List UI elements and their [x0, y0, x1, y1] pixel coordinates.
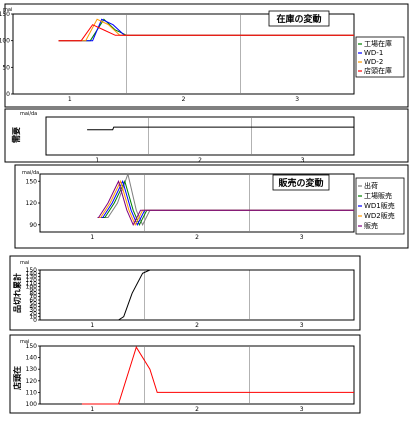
- stockout-chart-plot-area: [39, 269, 355, 321]
- store-inventory-x-tick-label: 3: [300, 406, 304, 413]
- sales-legend-label: WD2販売: [364, 211, 395, 220]
- demand-x-tick-label: 1: [95, 157, 99, 164]
- store-inventory-y-tick-label: 120: [26, 378, 38, 385]
- demand-x-tick-label: 3: [301, 157, 305, 164]
- stockout-y-tick-label: 80: [29, 290, 37, 297]
- stockout-y-tick-label: 0: [33, 317, 37, 324]
- inventory-series-line-4: [58, 24, 354, 42]
- stockout-y-tick-label: 40: [29, 304, 37, 311]
- stockout-y-tick-label: 130: [26, 274, 38, 281]
- inventory-legend-label: 工場在庫: [364, 39, 392, 48]
- inventory-x-tick-label: 3: [295, 96, 299, 103]
- inventory-y-tick-label: 100: [0, 38, 10, 45]
- sales-title-box: [272, 174, 330, 191]
- sales-series-line-1: [97, 172, 354, 226]
- stockout-y-axis-label: 品切れ累計: [12, 273, 22, 313]
- store-inventory-y-tick-label: 100: [26, 401, 38, 408]
- inventory-x-tick-label: 2: [182, 96, 186, 103]
- stockout-x-tick-label: 2: [195, 322, 199, 329]
- stockout-y-tick-label: 140: [26, 270, 38, 277]
- inventory-chart-plot-area: [12, 13, 355, 95]
- sales-series-line-2: [97, 179, 354, 226]
- stockout-x-tick-label: 1: [90, 322, 94, 329]
- inventory-title-box: [268, 10, 330, 27]
- stockout-y-tick-label: 70: [29, 294, 37, 301]
- store-inventory-y-tick-label: 110: [26, 389, 38, 396]
- inventory-y-tick-label: 150: [0, 11, 10, 18]
- stockout-x-tick-label: 3: [300, 322, 304, 329]
- inventory-y-tick-label: 50: [2, 64, 10, 71]
- sales-series-line-3: [97, 179, 354, 226]
- inventory-legend-label: WD-2: [364, 58, 383, 66]
- store-inventory-x-tick-label: 2: [195, 406, 199, 413]
- demand-unit-label: mai/da: [20, 111, 37, 117]
- store-inventory-y-tick-label: 150: [26, 343, 38, 350]
- store-inventory-y-tick-label: 140: [26, 355, 38, 362]
- demand-chart-plot-area: [45, 116, 355, 156]
- sales-chart: 1 2 3 90 120 150 mai/da 販売の変動 出荷工場販売WD1販売WD2販…: [14, 164, 409, 249]
- sales-series-line-5: [97, 179, 354, 226]
- inventory-unit-label: mai: [3, 7, 12, 13]
- stockout-chart: 1 2 30102030405060708090100110120130140150…: [9, 255, 361, 331]
- demand-series-line-1: [87, 126, 354, 131]
- store-inventory-x-tick-label: 1: [90, 406, 94, 413]
- inventory-legend-label: 店頭在庫: [364, 66, 392, 75]
- stockout-y-tick-label: 100: [26, 284, 38, 291]
- sales-unit-label: mai/da: [22, 170, 39, 176]
- inventory-title: 在庫の変動: [276, 13, 321, 25]
- stockout-y-tick-label: 90: [29, 287, 37, 294]
- sales-y-tick-label: 120: [26, 200, 38, 207]
- inventory-legend: [355, 36, 405, 78]
- demand-x-tick-label: 2: [198, 157, 202, 164]
- stockout-y-tick-label: 120: [26, 277, 38, 284]
- stockout-y-tick-label: 10: [29, 314, 37, 321]
- stockout-y-tick-label: 60: [29, 297, 37, 304]
- sales-legend: [355, 177, 405, 235]
- store-inventory-chart: 1 2 3 100 110 120 130 140 150 mai 店頭在: [9, 334, 361, 414]
- sales-y-tick-label: 150: [26, 178, 38, 185]
- sales-legend-label: 工場販売: [364, 191, 392, 200]
- stockout-series-line-1: [118, 269, 354, 321]
- stockout-y-tick-label: 110: [26, 280, 38, 287]
- stockout-y-tick-label: 30: [29, 307, 37, 314]
- sales-series-line-4: [97, 179, 354, 226]
- demand-chart: 1 2 3 mai/da 需要: [4, 108, 409, 164]
- store-inventory-y-axis-label: 店頭在: [12, 366, 22, 390]
- stockout-unit-label: mai: [20, 260, 29, 266]
- sales-x-tick-label: 3: [300, 234, 304, 241]
- sales-y-tick-label: 90: [29, 222, 37, 229]
- sales-x-tick-label: 1: [90, 234, 94, 241]
- store-inventory-y-tick-label: 130: [26, 366, 38, 373]
- inventory-legend-label: WD-1: [364, 49, 383, 57]
- sales-legend-label: WD1販売: [364, 201, 395, 210]
- store-inventory-chart-plot-area: [39, 345, 355, 405]
- sales-legend-label: 販売: [364, 221, 378, 230]
- sales-x-tick-label: 2: [195, 234, 199, 241]
- stockout-y-tick-label: 50: [29, 300, 37, 307]
- stockout-y-tick-label: 150: [26, 267, 38, 274]
- sales-title: 販売の変動: [278, 177, 323, 189]
- sales-legend-label: 出荷: [364, 181, 378, 190]
- store-inventory-unit-label: mai: [20, 339, 29, 345]
- demand-y-axis-label: 需要: [11, 127, 21, 143]
- store-inventory-series-line-1: [81, 346, 354, 405]
- inventory-x-tick-label: 1: [68, 96, 72, 103]
- stockout-y-tick-label: 20: [29, 310, 37, 317]
- inventory-y-tick-label: 0: [6, 91, 10, 98]
